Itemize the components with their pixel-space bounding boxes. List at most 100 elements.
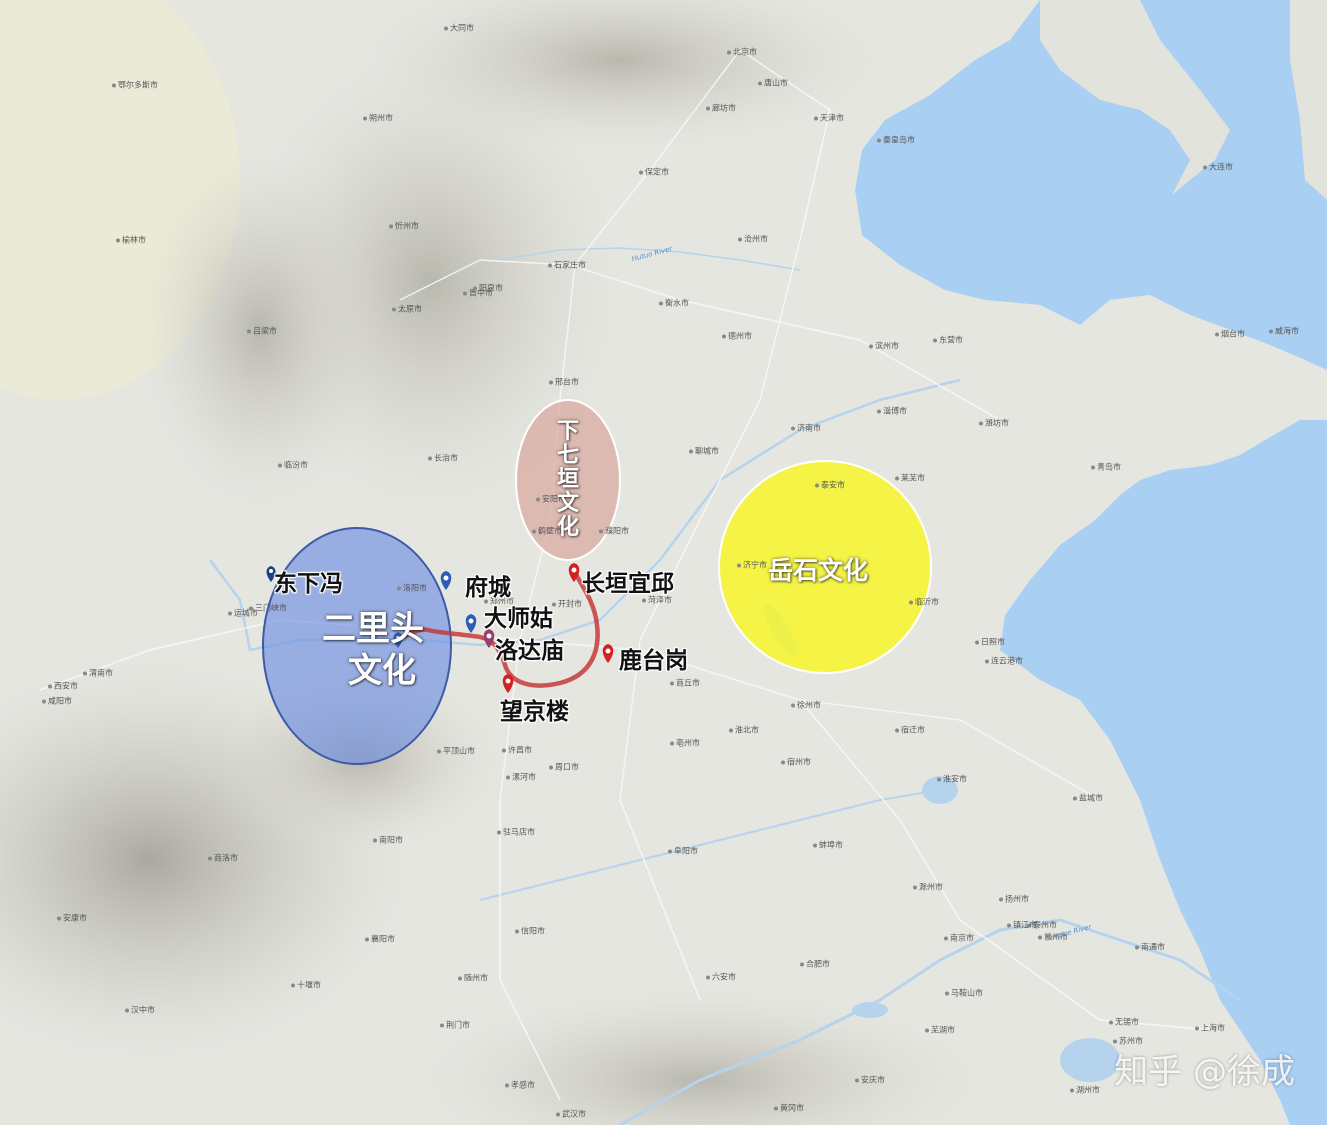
city-label: 郑州市 bbox=[484, 596, 514, 607]
city-label: 淮安市 bbox=[937, 774, 967, 785]
city-label: 忻州市 bbox=[389, 221, 419, 232]
city-label: 扬州市 bbox=[999, 894, 1029, 905]
site-label-changyuanyiqiu[interactable]: 长垣宜邱 bbox=[582, 571, 674, 597]
city-label: 长治市 bbox=[428, 453, 458, 464]
city-label: 菏泽市 bbox=[642, 595, 672, 606]
erlitou-line2: 文化 bbox=[348, 651, 416, 691]
city-label: 蚌埠市 bbox=[813, 840, 843, 851]
city-label: 阳泉市 bbox=[473, 283, 503, 294]
pin-lutaigang[interactable] bbox=[602, 644, 614, 663]
city-label: 三门峡市 bbox=[249, 603, 287, 614]
xiaqiyuan-culture-ellipse[interactable] bbox=[515, 399, 621, 561]
city-label: 渭南市 bbox=[83, 668, 113, 679]
pin-dongxiafeng[interactable] bbox=[266, 566, 276, 582]
city-label: 邢台市 bbox=[549, 377, 579, 388]
city-label: 太原市 bbox=[392, 304, 422, 315]
city-label: 十堰市 bbox=[291, 980, 321, 991]
city-label: 六安市 bbox=[706, 972, 736, 983]
city-label: 芜湖市 bbox=[925, 1025, 955, 1036]
site-label-lutaigang[interactable]: 鹿台岗 bbox=[619, 648, 688, 674]
city-label: 大连市 bbox=[1203, 162, 1233, 173]
city-label: 安康市 bbox=[57, 913, 87, 924]
city-label: 随州市 bbox=[458, 973, 488, 984]
city-label: 许昌市 bbox=[502, 745, 532, 756]
city-label: 常州市 bbox=[1038, 932, 1068, 943]
pin-wangjinglou[interactable] bbox=[502, 674, 514, 693]
city-label: 平顶山市 bbox=[437, 746, 475, 757]
city-label: 唐山市 bbox=[758, 78, 788, 89]
city-label: 孝感市 bbox=[505, 1080, 535, 1091]
city-label: 运城市 bbox=[228, 608, 258, 619]
city-label: 盐城市 bbox=[1073, 793, 1103, 804]
city-label: 商洛市 bbox=[208, 853, 238, 864]
city-label: 秦皇岛市 bbox=[877, 135, 915, 146]
liaodong-peninsula bbox=[1040, 0, 1230, 195]
city-label: 青岛市 bbox=[1091, 462, 1121, 473]
site-label-luodamiao[interactable]: 洛达庙 bbox=[495, 638, 564, 664]
huai-river bbox=[479, 789, 941, 901]
city-label: 滁州市 bbox=[913, 882, 943, 893]
erlitou-culture-label: 二里头 文化 bbox=[322, 608, 424, 692]
city-label: 朔州市 bbox=[363, 113, 393, 124]
watermark: 知乎 @徐成 bbox=[1114, 1052, 1295, 1092]
yueshi-culture-circle[interactable] bbox=[718, 460, 932, 674]
city-label: 驻马店市 bbox=[497, 827, 535, 838]
sea-south bbox=[1000, 420, 1327, 1125]
city-label: 北京市 bbox=[727, 47, 757, 58]
korea-coast bbox=[1290, 0, 1327, 200]
site-label-dongxiafeng[interactable]: 东下冯 bbox=[274, 571, 343, 597]
city-label: 徐州市 bbox=[791, 700, 821, 711]
city-label: 荆门市 bbox=[440, 1020, 470, 1031]
pin-changyuanyiqiu[interactable] bbox=[568, 563, 580, 582]
city-label: 无锡市 bbox=[1109, 1017, 1139, 1028]
city-label: 保定市 bbox=[639, 167, 669, 178]
city-label: 汉中市 bbox=[125, 1005, 155, 1016]
sea bbox=[855, 0, 1327, 370]
city-label: 亳州市 bbox=[670, 738, 700, 749]
city-label: 沧州市 bbox=[738, 234, 768, 245]
shandong-peninsula bbox=[960, 295, 1305, 615]
city-label: 襄阳市 bbox=[365, 934, 395, 945]
city-label: 信阳市 bbox=[515, 926, 545, 937]
city-label: 漯河市 bbox=[506, 772, 536, 783]
site-label-wangjinglou[interactable]: 望京楼 bbox=[500, 699, 569, 725]
city-label: 咸阳市 bbox=[42, 696, 72, 707]
erlitou-line1: 二里头 bbox=[322, 609, 424, 649]
city-label: 临汾市 bbox=[278, 460, 308, 471]
city-label: 上海市 bbox=[1195, 1023, 1225, 1034]
pin-dashigu[interactable] bbox=[465, 614, 477, 633]
site-label-dashigu[interactable]: 大师姑 bbox=[484, 606, 553, 632]
city-label: 周口市 bbox=[549, 762, 579, 773]
pin-fucheng[interactable] bbox=[440, 571, 452, 590]
yanshan-mountains bbox=[360, 0, 880, 150]
pin-luodamiao[interactable] bbox=[483, 629, 495, 648]
city-label: 潍坊市 bbox=[979, 418, 1009, 429]
city-label: 开封市 bbox=[552, 599, 582, 610]
city-label: 阜阳市 bbox=[668, 846, 698, 857]
pin-erlitou[interactable] bbox=[393, 632, 403, 648]
migration-route bbox=[402, 570, 600, 688]
city-label: 合肥市 bbox=[800, 959, 830, 970]
city-label: 东营市 bbox=[933, 335, 963, 346]
city-label: 临沂市 bbox=[909, 597, 939, 608]
city-label: 南阳市 bbox=[373, 835, 403, 846]
city-label: 宿州市 bbox=[781, 757, 811, 768]
city-label: 日照市 bbox=[975, 637, 1005, 648]
yellow-river bbox=[209, 378, 961, 652]
city-label: 宿迁市 bbox=[895, 725, 925, 736]
city-label: 黄冈市 bbox=[774, 1103, 804, 1114]
city-label: 南京市 bbox=[944, 933, 974, 944]
city-label: 濮阳市 bbox=[599, 526, 629, 537]
city-label: 廊坊市 bbox=[706, 103, 736, 114]
site-label-fucheng[interactable]: 府城 bbox=[465, 575, 511, 601]
city-label: 马鞍山市 bbox=[945, 988, 983, 999]
city-label: 莱芜市 bbox=[895, 473, 925, 484]
city-label: 南通市 bbox=[1135, 942, 1165, 953]
city-label: 榆林市 bbox=[116, 235, 146, 246]
hutuo-river bbox=[499, 247, 801, 271]
city-label: 泰州市 bbox=[1027, 920, 1057, 931]
city-label: 衡水市 bbox=[659, 298, 689, 309]
city-label: 大同市 bbox=[444, 23, 474, 34]
city-label: 聊城市 bbox=[689, 446, 719, 457]
